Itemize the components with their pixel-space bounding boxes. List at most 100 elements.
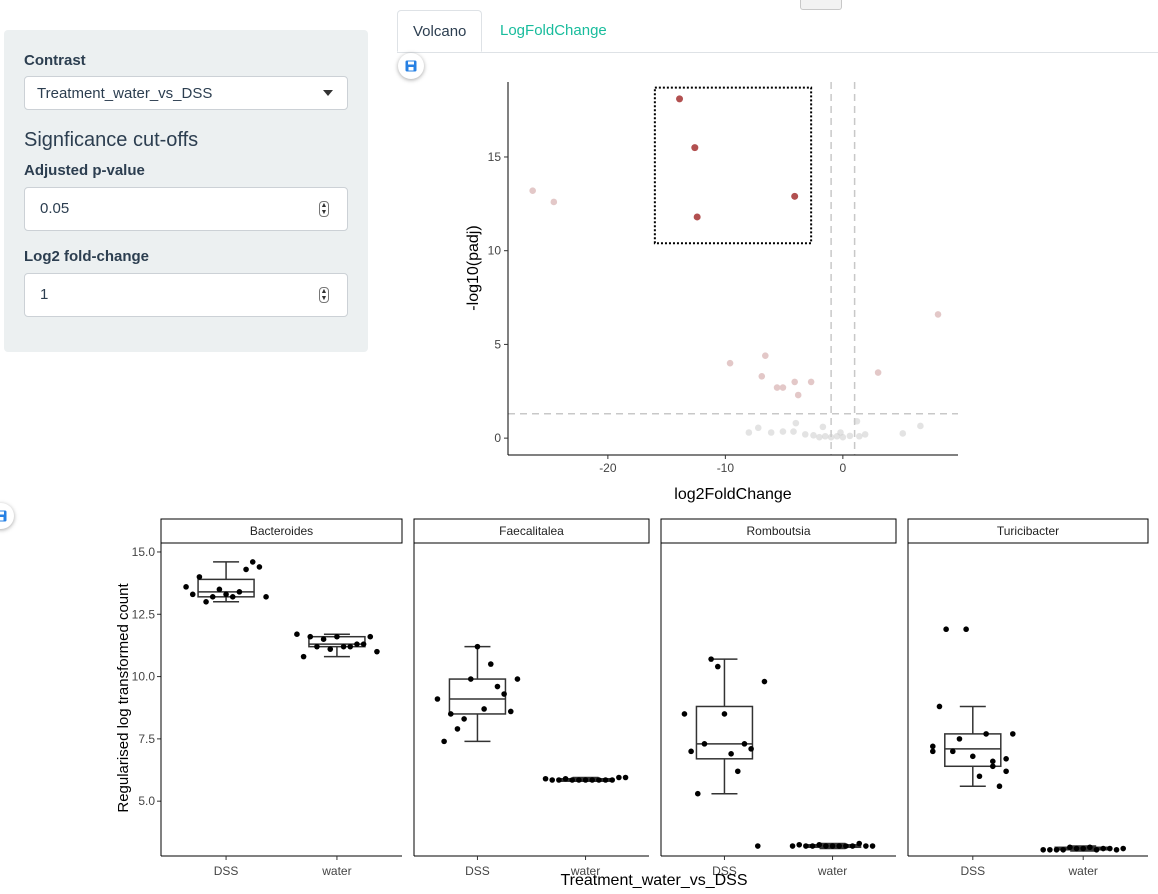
boxplot-point (1047, 846, 1053, 853)
boxplot-point (622, 774, 629, 781)
volcano-point (791, 378, 798, 386)
boxplot-point (1113, 846, 1120, 853)
hidden-toolbar-button[interactable] (800, 0, 842, 10)
boxplot-point (582, 777, 589, 783)
boxplot-point (734, 768, 741, 775)
padj-label: Adjusted p-value (24, 162, 145, 179)
boxplot-y-tick-label: 12.5 (132, 607, 156, 621)
volcano-point (550, 198, 558, 206)
boxplot-point (434, 696, 441, 702)
facet-strip-label: Turicibacter (997, 524, 1059, 538)
caret-down-icon (323, 90, 333, 96)
boxplot-point (294, 631, 300, 638)
boxplot-point (694, 790, 701, 797)
boxplot-point (487, 661, 494, 667)
boxplot-point (562, 775, 569, 782)
boxplot-point (741, 741, 748, 747)
boxplot-point (1087, 844, 1093, 851)
boxplot-point (1040, 846, 1046, 853)
boxplot-point (263, 594, 269, 600)
boxplot-point (501, 691, 507, 697)
boxplot-point (360, 641, 367, 647)
boxplot-point (728, 751, 734, 757)
boxplot-point (216, 586, 223, 593)
number-spinner-icon[interactable]: ▲ ▼ (319, 287, 329, 303)
boxplot-point (796, 841, 803, 848)
boxplot-point (1100, 845, 1106, 852)
volcano-point-selected (791, 192, 799, 200)
boxplot-point (549, 777, 556, 783)
tab-volcano[interactable]: Volcano (397, 10, 483, 52)
boxplot-point (1067, 844, 1073, 851)
boxplot-point (314, 643, 320, 650)
boxplot-point (803, 843, 809, 849)
facet-strip-label: Bacteroides (250, 524, 313, 538)
boxplot-y-tick-label: 10.0 (132, 670, 156, 684)
padj-input[interactable]: 0.05 ▲ ▼ (24, 187, 348, 231)
volcano-point-ns (819, 423, 827, 431)
save-volcano-button[interactable] (398, 53, 424, 79)
boxplot-point (209, 594, 216, 600)
boxplot-point (943, 626, 949, 633)
boxplot-point (990, 763, 996, 770)
volcano-point-ns (754, 424, 762, 432)
contrast-select-value: Treatment_water_vs_DSS (37, 85, 213, 102)
volcano-point (807, 378, 815, 386)
boxplot-point (789, 843, 796, 849)
boxplot-point (983, 731, 989, 737)
boxplot-point (256, 564, 263, 570)
volcano-point-ns (837, 429, 844, 436)
boxplot-point (1107, 845, 1113, 852)
boxplot-y-tick-label: 7.5 (138, 732, 155, 746)
boxplot-point (569, 777, 576, 783)
contrast-label: Contrast (24, 52, 86, 69)
boxplot-point (963, 626, 969, 633)
sidebar-panel: Contrast Treatment_water_vs_DSS Signfica… (4, 30, 368, 352)
tab-logfoldchange[interactable]: LogFoldChange (500, 22, 607, 39)
padj-input-value: 0.05 (40, 200, 70, 217)
boxplot-point (514, 676, 521, 682)
contrast-select[interactable]: Treatment_water_vs_DSS (24, 76, 348, 110)
volcano-x-axis-label: log2FoldChange (674, 486, 792, 503)
cutoffs-heading: Signficance cut-offs (24, 129, 199, 151)
boxplot-point (856, 840, 863, 847)
boxplot-point (849, 843, 856, 849)
boxplot-x-tick-label: DSS (465, 864, 490, 878)
volcano-y-tick-label: 15 (488, 150, 502, 164)
boxplot-y-tick-label: 15.0 (132, 545, 156, 559)
boxplot-point (203, 599, 209, 605)
boxplot-point (809, 843, 816, 849)
save-boxplot-button[interactable] (0, 503, 14, 529)
boxplot-y-tick-label: 5.0 (138, 794, 155, 808)
boxplot-point (688, 748, 694, 755)
facet-strip-label: Faecalitalea (499, 524, 564, 538)
volcano-y-tick-label: 0 (494, 431, 501, 445)
volcano-point (773, 384, 781, 391)
volcano-point (779, 384, 787, 391)
facet-strip-label: Romboutsia (746, 524, 810, 538)
boxplot-x-tick-label: DSS (712, 864, 737, 878)
boxplot-point (708, 656, 714, 662)
volcano-point-ns (861, 431, 869, 438)
floppy-disk-icon (0, 510, 7, 522)
boxplot-point (494, 683, 501, 690)
volcano-point (794, 391, 802, 399)
boxplot-point (441, 738, 447, 745)
boxplot-point (327, 646, 334, 652)
lfc-input[interactable]: 1 ▲ ▼ (24, 273, 348, 317)
boxplot-x-tick-label: water (1068, 864, 1098, 878)
boxplot-point (223, 591, 229, 598)
volcano-point-selected (676, 95, 684, 103)
volcano-point-ns (810, 432, 817, 439)
boxplot-point (970, 753, 976, 760)
boxplot-point (1080, 845, 1086, 852)
volcano-point-ns (801, 431, 809, 438)
boxplot-point (454, 726, 461, 732)
boxplot-point (936, 703, 943, 710)
boxplot-point (507, 708, 514, 715)
volcano-point-ns (846, 432, 854, 440)
boxplot-point (701, 741, 708, 747)
number-spinner-icon[interactable]: ▲ ▼ (319, 201, 329, 217)
volcano-x-tick-label: -10 (717, 461, 735, 475)
